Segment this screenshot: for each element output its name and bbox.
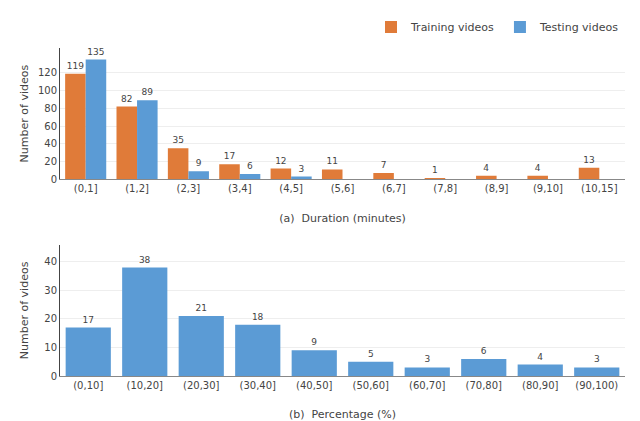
svg-text:(4,5]: (4,5] xyxy=(279,183,303,194)
svg-text:(7,8]: (7,8] xyxy=(433,183,457,194)
svg-text:(8,9]: (8,9] xyxy=(485,183,509,194)
svg-text:13: 13 xyxy=(583,155,594,165)
svg-text:21: 21 xyxy=(196,303,207,313)
svg-text:(10,20]: (10,20] xyxy=(127,380,164,391)
svg-text:(70,80]: (70,80] xyxy=(466,380,503,391)
svg-text:(a) Duration (minutes): (a) Duration (minutes) xyxy=(279,212,406,225)
svg-text:60: 60 xyxy=(44,121,57,132)
svg-text:0: 0 xyxy=(51,371,57,382)
svg-text:(6,7]: (6,7] xyxy=(382,183,406,194)
svg-text:(20,30]: (20,30] xyxy=(183,380,220,391)
svg-text:20: 20 xyxy=(44,156,57,167)
svg-text:(60,70]: (60,70] xyxy=(409,380,446,391)
svg-text:20: 20 xyxy=(44,313,57,324)
svg-text:(3,4]: (3,4] xyxy=(228,183,252,194)
svg-text:5: 5 xyxy=(368,349,374,359)
svg-text:(2,3]: (2,3] xyxy=(177,183,201,194)
svg-text:9: 9 xyxy=(196,158,202,168)
svg-text:4: 4 xyxy=(535,163,541,173)
svg-text:6: 6 xyxy=(481,346,487,356)
svg-text:4: 4 xyxy=(537,352,543,362)
svg-text:3: 3 xyxy=(424,354,430,364)
svg-text:11: 11 xyxy=(326,156,337,166)
svg-text:(1,2]: (1,2] xyxy=(125,183,149,194)
svg-text:89: 89 xyxy=(141,87,153,97)
svg-text:10: 10 xyxy=(44,342,57,353)
svg-text:82: 82 xyxy=(121,94,132,104)
svg-text:(90,100): (90,100) xyxy=(575,380,618,391)
svg-text:1: 1 xyxy=(432,165,438,175)
svg-text:(50,60]: (50,60] xyxy=(353,380,390,391)
svg-text:35: 35 xyxy=(172,135,183,145)
svg-text:80: 80 xyxy=(44,103,57,114)
svg-text:3: 3 xyxy=(299,164,305,174)
svg-text:(0,10]: (0,10] xyxy=(73,380,103,391)
svg-text:0: 0 xyxy=(51,174,57,185)
svg-text:(9,10]: (9,10] xyxy=(533,183,563,194)
svg-text:135: 135 xyxy=(87,47,104,57)
svg-text:Number of videos: Number of videos xyxy=(18,65,31,163)
svg-text:17: 17 xyxy=(224,151,235,161)
svg-text:120: 120 xyxy=(38,67,57,78)
svg-text:4: 4 xyxy=(483,163,489,173)
svg-text:(40,50]: (40,50] xyxy=(296,380,333,391)
svg-text:12: 12 xyxy=(275,156,286,166)
svg-text:(10,15]: (10,15] xyxy=(581,183,618,194)
svg-text:3: 3 xyxy=(594,354,600,364)
svg-text:17: 17 xyxy=(83,315,94,325)
svg-text:7: 7 xyxy=(381,160,387,170)
svg-text:Training videos: Training videos xyxy=(410,21,494,34)
svg-text:9: 9 xyxy=(311,337,317,347)
svg-text:(0,1]: (0,1] xyxy=(74,183,98,194)
svg-text:(80,90]: (80,90] xyxy=(522,380,559,391)
svg-text:100: 100 xyxy=(38,85,57,96)
svg-text:18: 18 xyxy=(252,312,264,322)
svg-text:38: 38 xyxy=(139,255,151,265)
svg-text:Number of videos: Number of videos xyxy=(18,261,31,359)
svg-text:Testing videos: Testing videos xyxy=(539,21,618,34)
svg-text:30: 30 xyxy=(44,285,57,296)
svg-text:119: 119 xyxy=(67,61,84,71)
svg-text:40: 40 xyxy=(44,138,57,149)
svg-text:(30,40]: (30,40] xyxy=(240,380,277,391)
svg-text:6: 6 xyxy=(247,161,253,171)
svg-text:40: 40 xyxy=(44,256,57,267)
svg-text:(5,6]: (5,6] xyxy=(331,183,355,194)
svg-text:(b) Percentage (%): (b) Percentage (%) xyxy=(289,408,396,421)
